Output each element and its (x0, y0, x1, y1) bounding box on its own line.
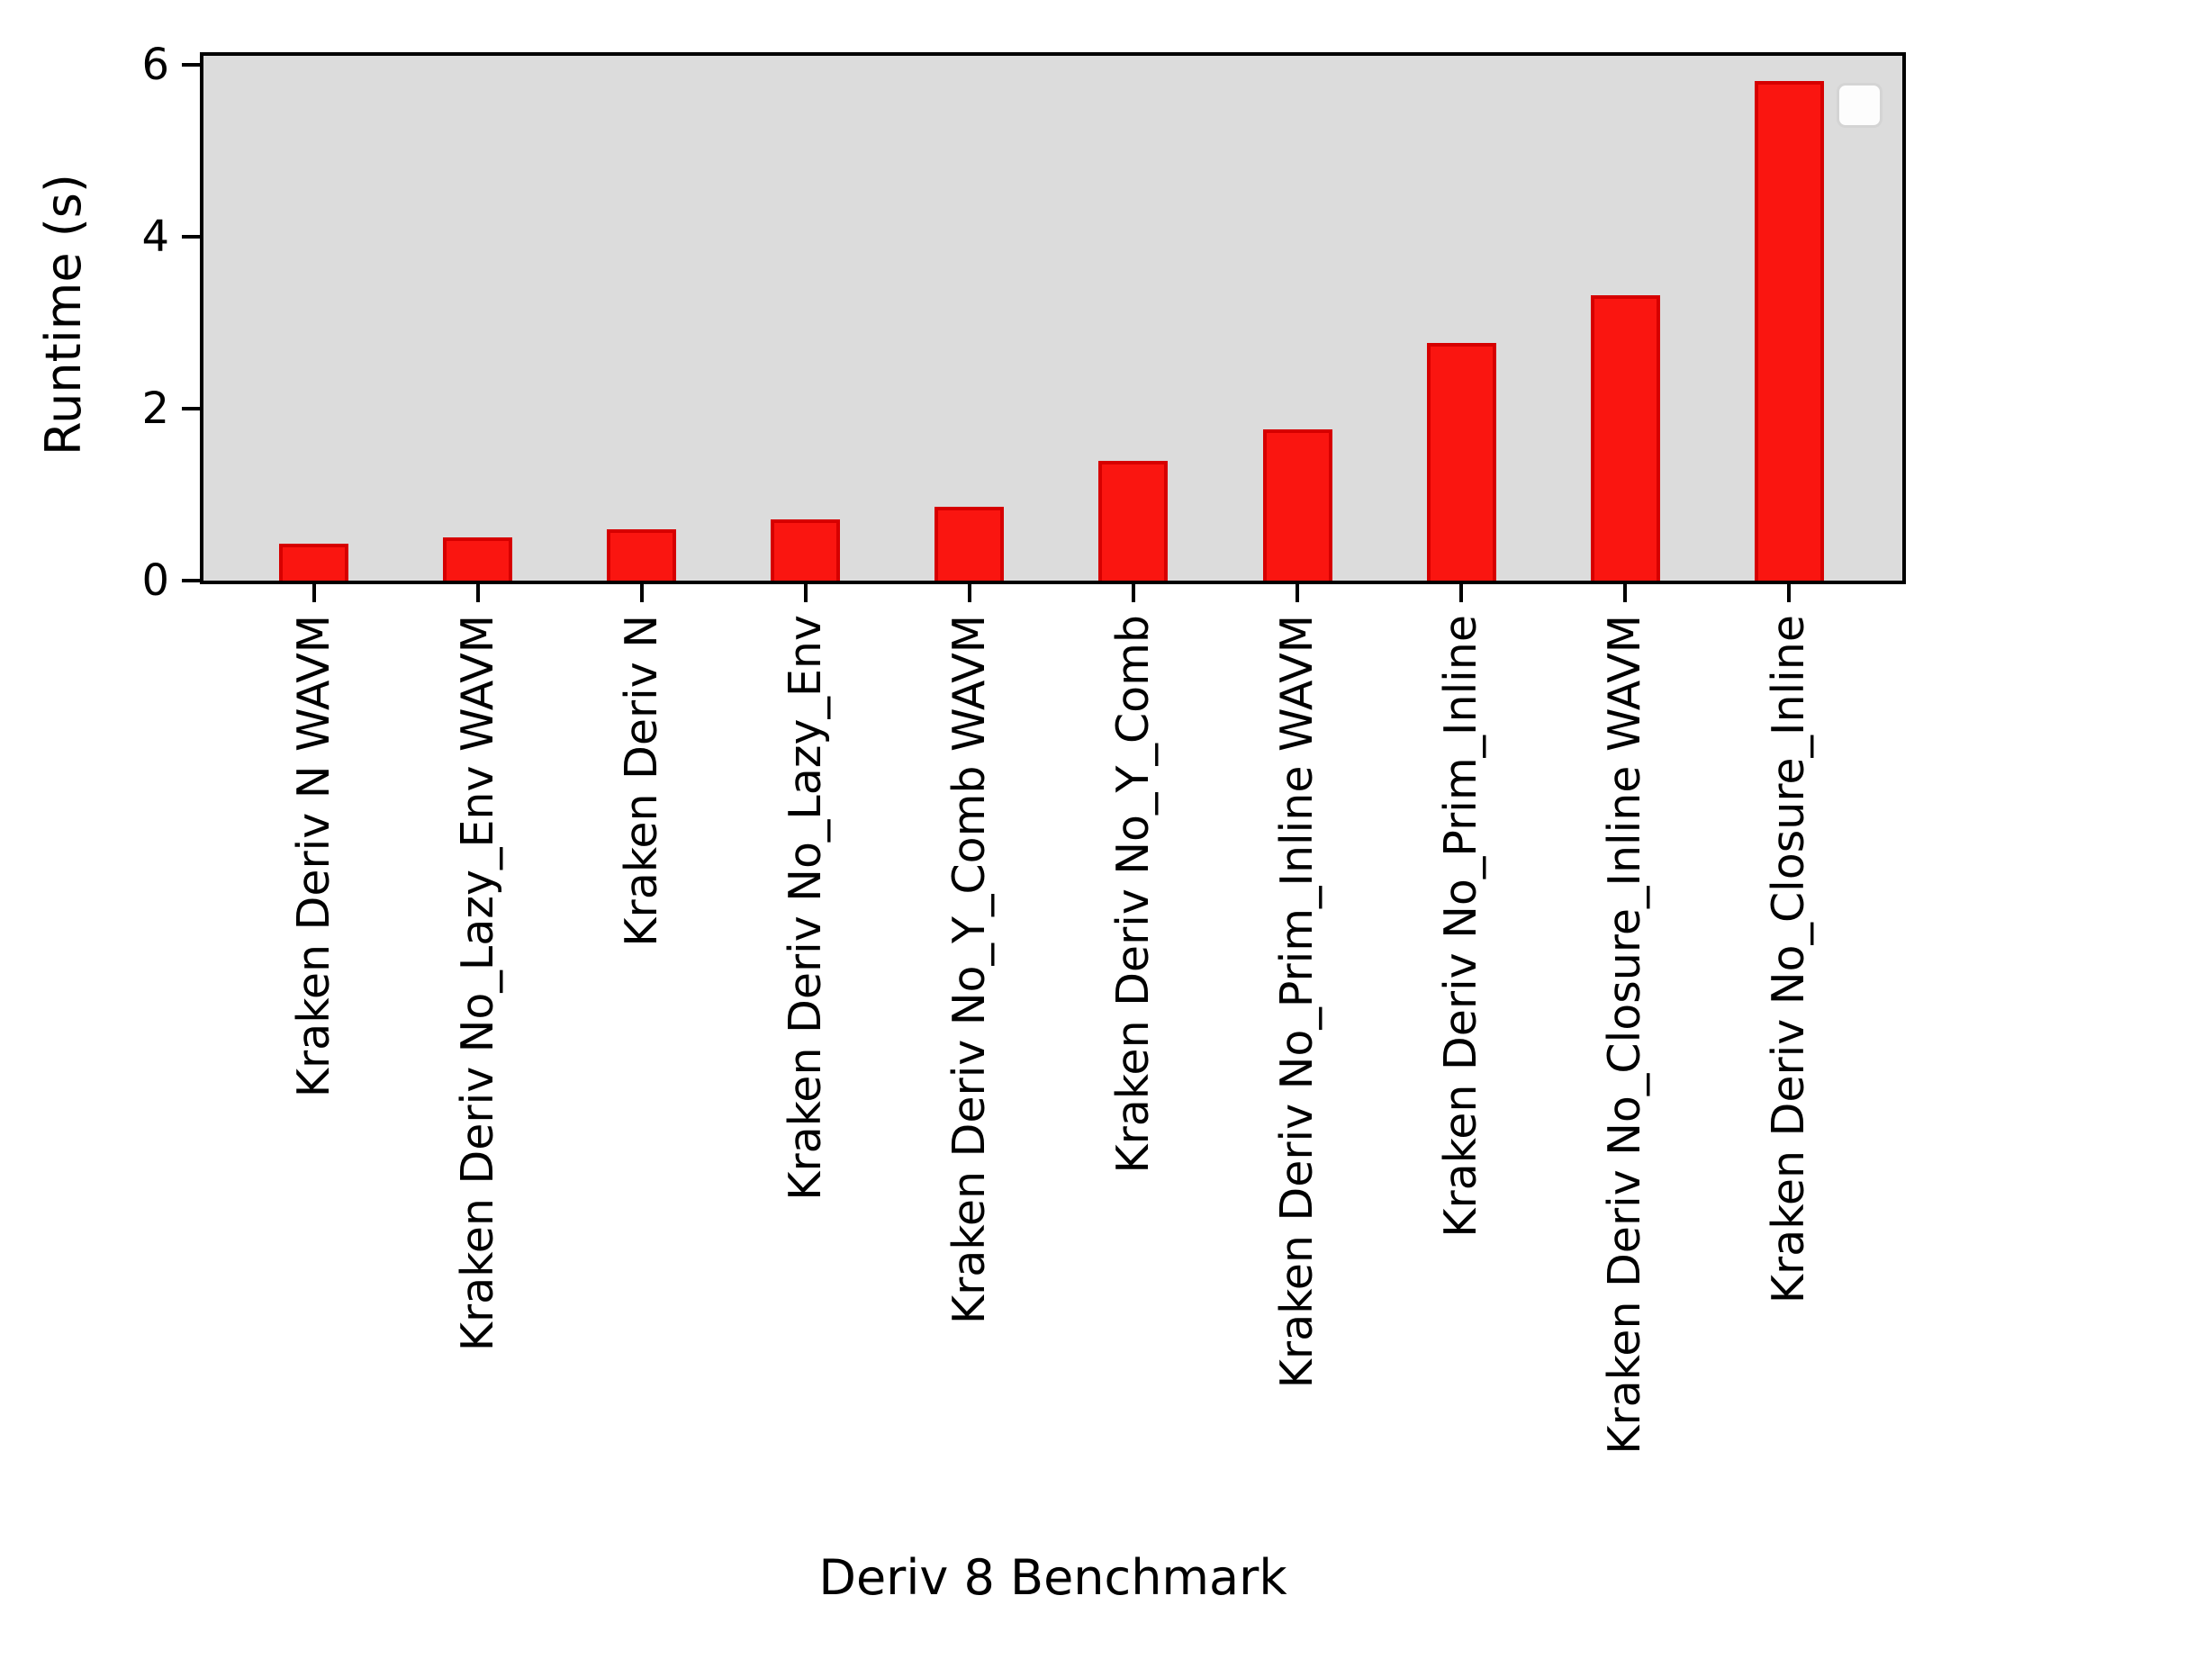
x-tick-mark-1 (475, 584, 480, 602)
bar-8 (1590, 295, 1660, 581)
y-tick-mark-1 (182, 406, 200, 410)
x-tick-mark-5 (1131, 584, 1135, 602)
bar-1 (443, 537, 513, 581)
bar-9 (1754, 81, 1824, 581)
x-tick-label-3: Kraken Deriv No_Lazy_Env (779, 615, 831, 1201)
x-tick-label-4: Kraken Deriv No_Y_Comb WAVM (943, 615, 995, 1325)
x-tick-mark-0 (311, 584, 316, 602)
legend-box-empty (1837, 83, 1882, 128)
x-tick-label-7: Kraken Deriv No_Prim_Inline (1435, 615, 1487, 1238)
bar-3 (771, 519, 841, 581)
y-tick-label-2: 4 (141, 211, 169, 262)
bar-0 (279, 544, 349, 581)
y-tick-label-1: 2 (141, 383, 169, 434)
y-tick-mark-0 (182, 579, 200, 582)
x-tick-mark-2 (639, 584, 644, 602)
plot-area (200, 52, 1906, 584)
x-tick-label-0: Kraken Deriv N WAVM (287, 615, 339, 1098)
x-tick-mark-3 (803, 584, 808, 602)
x-tick-mark-9 (1787, 584, 1792, 602)
bar-2 (607, 529, 677, 581)
y-axis-label-wrap: Runtime (s) (32, 52, 95, 577)
x-tick-label-2: Kraken Deriv N (615, 615, 667, 947)
y-tick-label-3: 6 (141, 39, 169, 90)
bar-5 (1098, 461, 1169, 581)
y-tick-mark-2 (182, 234, 200, 239)
x-tick-label-9: Kraken Deriv No_Closure_Inline (1763, 615, 1815, 1304)
x-tick-label-5: Kraken Deriv No_Y_Comb (1106, 615, 1159, 1174)
bar-6 (1262, 429, 1332, 581)
x-tick-mark-6 (1296, 584, 1299, 602)
x-axis-title: Deriv 8 Benchmark (818, 1549, 1287, 1606)
y-tick-mark-3 (182, 62, 200, 67)
x-tick-label-1: Kraken Deriv No_Lazy_Env WAVM (451, 615, 503, 1352)
bar-7 (1426, 343, 1496, 581)
x-tick-label-6: Kraken Deriv No_Prim_Inline WAVM (1271, 615, 1323, 1389)
y-tick-label-0: 0 (141, 555, 169, 606)
x-tick-label-8: Kraken Deriv No_Closure_Inline WAVM (1599, 615, 1651, 1455)
x-tick-mark-8 (1623, 584, 1628, 602)
x-tick-mark-4 (967, 584, 971, 602)
bar-4 (934, 507, 1005, 581)
x-tick-mark-7 (1459, 584, 1464, 602)
